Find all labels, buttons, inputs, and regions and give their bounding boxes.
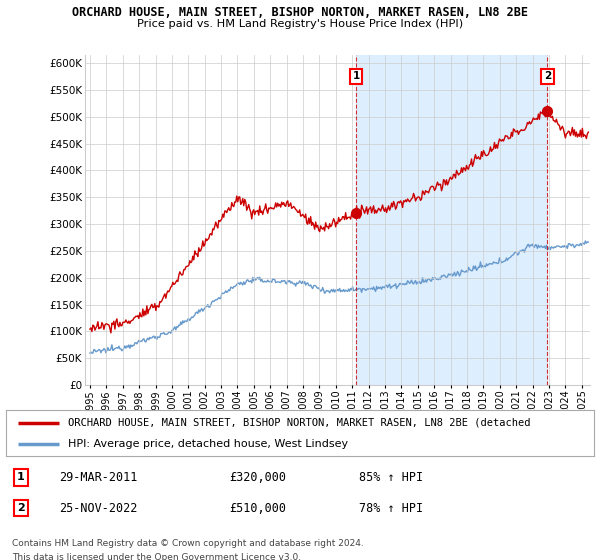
Text: 29-MAR-2011: 29-MAR-2011 [59,471,137,484]
Text: 1: 1 [17,473,25,482]
Text: Price paid vs. HM Land Registry's House Price Index (HPI): Price paid vs. HM Land Registry's House … [137,19,463,29]
Bar [356,55,547,385]
Text: HPI: Average price, detached house, West Lindsey: HPI: Average price, detached house, West… [68,439,348,449]
Text: Contains HM Land Registry data © Crown copyright and database right 2024.: Contains HM Land Registry data © Crown c… [12,539,364,548]
Text: ORCHARD HOUSE, MAIN STREET, BISHOP NORTON, MARKET RASEN, LN8 2BE (detached: ORCHARD HOUSE, MAIN STREET, BISHOP NORTO… [68,418,530,428]
Text: This data is licensed under the Open Government Licence v3.0.: This data is licensed under the Open Gov… [12,553,301,560]
Text: £320,000: £320,000 [229,471,286,484]
Text: 2: 2 [544,72,551,81]
Text: £510,000: £510,000 [229,502,286,515]
Text: 1: 1 [352,72,359,81]
Text: 2: 2 [17,503,25,513]
Text: 85% ↑ HPI: 85% ↑ HPI [359,471,423,484]
Text: 78% ↑ HPI: 78% ↑ HPI [359,502,423,515]
Text: 25-NOV-2022: 25-NOV-2022 [59,502,137,515]
Text: ORCHARD HOUSE, MAIN STREET, BISHOP NORTON, MARKET RASEN, LN8 2BE: ORCHARD HOUSE, MAIN STREET, BISHOP NORTO… [72,6,528,18]
